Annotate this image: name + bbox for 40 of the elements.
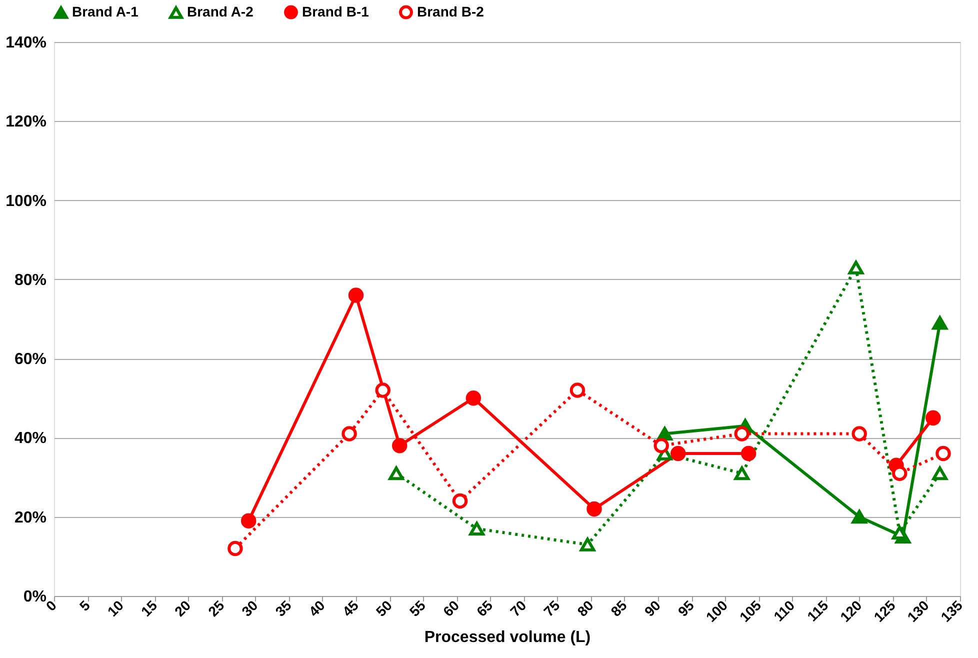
x-tick-label: 75 xyxy=(540,596,563,620)
x-tick-label: 40 xyxy=(306,596,328,620)
y-tick-label: 0% xyxy=(23,588,46,606)
x-tick-label: 5 xyxy=(76,596,94,614)
x-tick-label: 25 xyxy=(204,596,228,620)
x-tick-label: 95 xyxy=(674,596,698,620)
x-tick-label: 85 xyxy=(608,596,630,620)
x-tick-label: 60 xyxy=(440,596,462,620)
y-tick-label: 40% xyxy=(14,430,46,448)
x-tick-label: 20 xyxy=(171,596,194,620)
x-tick-label: 35 xyxy=(272,596,294,620)
x-tick-label: 105 xyxy=(736,596,764,625)
x-tick-label: 50 xyxy=(372,596,396,620)
legend-label: Brand B-2 xyxy=(417,3,484,20)
y-tick-label: 60% xyxy=(14,351,46,368)
legend-label: Brand A-1 xyxy=(72,4,139,20)
x-tick-label: 10 xyxy=(104,596,127,620)
x-tick-label: 30 xyxy=(238,596,261,620)
x-tick-label: 65 xyxy=(473,596,496,620)
x-tick-label: 90 xyxy=(641,596,664,620)
y-tick-label: 20% xyxy=(14,509,46,526)
x-tick-label: 80 xyxy=(574,596,596,620)
legend-label: Brand B-1 xyxy=(302,3,370,20)
x-tick-label: 55 xyxy=(406,596,429,620)
y-tick-label: 80% xyxy=(14,272,46,289)
x-tick-label: 110 xyxy=(770,596,798,624)
y-tick-label: 100% xyxy=(6,192,46,210)
x-tick-label: 130 xyxy=(904,596,932,625)
y-tick-label: 140% xyxy=(6,34,46,52)
y-tick-label: 120% xyxy=(6,114,46,131)
x-tick-label: 15 xyxy=(138,596,160,620)
x-tick-label: 135 xyxy=(938,596,966,625)
x-tick-label: 125 xyxy=(870,596,898,625)
x-tick-label: 70 xyxy=(506,596,530,620)
x-axis-title: Processed volume (L) xyxy=(424,628,591,646)
legend-label: Brand A-2 xyxy=(187,4,254,20)
x-tick-label: 100 xyxy=(702,596,731,625)
x-tick-label: 45 xyxy=(339,596,362,620)
x-tick-label: 115 xyxy=(804,596,832,624)
x-tick-label: 120 xyxy=(836,596,865,625)
